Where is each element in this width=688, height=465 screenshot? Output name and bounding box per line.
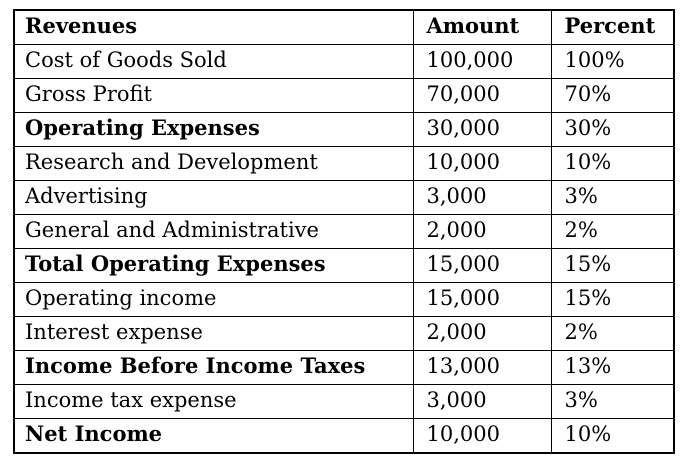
table-row: Cost of Goods Sold 100,000 100%	[13, 44, 675, 79]
row-percent: 30%	[550, 112, 675, 147]
row-percent: 2%	[550, 316, 675, 351]
row-percent: 3%	[550, 180, 675, 215]
row-label: Advertising	[13, 180, 414, 215]
row-label: Interest expense	[13, 316, 414, 351]
table-body: Cost of Goods Sold 100,000 100% Gross Pr…	[13, 44, 675, 454]
table-row: Interest expense 2,000 2%	[13, 316, 675, 351]
row-percent: 10%	[550, 146, 675, 181]
table-row: Gross Profit 70,000 70%	[13, 78, 675, 113]
income-statement-table: Revenues Amount Percent Cost of Goods So…	[13, 9, 675, 454]
row-amount: 10,000	[412, 146, 552, 181]
row-amount: 100,000	[412, 44, 552, 79]
table-row: Research and Development 10,000 10%	[13, 146, 675, 181]
row-percent: 10%	[550, 418, 675, 454]
table-row: Total Operating Expenses 15,000 15%	[13, 248, 675, 283]
header-amount: Amount	[412, 9, 552, 45]
row-percent: 2%	[550, 214, 675, 249]
header-revenues: Revenues	[13, 9, 414, 45]
table-row: General and Administrative 2,000 2%	[13, 214, 675, 249]
row-label: General and Administrative	[13, 214, 414, 249]
row-amount: 2,000	[412, 214, 552, 249]
row-percent: 70%	[550, 78, 675, 113]
row-label: Income Before Income Taxes	[13, 350, 414, 385]
row-label: Cost of Goods Sold	[13, 44, 414, 79]
table-row: Income tax expense 3,000 3%	[13, 384, 675, 419]
row-percent: 15%	[550, 282, 675, 317]
row-percent: 100%	[550, 44, 675, 79]
table-header: Revenues Amount Percent	[13, 9, 675, 45]
table-row: Operating income 15,000 15%	[13, 282, 675, 317]
row-percent: 3%	[550, 384, 675, 419]
row-amount: 3,000	[412, 384, 552, 419]
row-percent: 15%	[550, 248, 675, 283]
table-row: Net Income 10,000 10%	[13, 418, 675, 454]
table-row: Income Before Income Taxes 13,000 13%	[13, 350, 675, 385]
row-percent: 13%	[550, 350, 675, 385]
row-label: Operating income	[13, 282, 414, 317]
row-amount: 2,000	[412, 316, 552, 351]
table-row: Operating Expenses 30,000 30%	[13, 112, 675, 147]
row-amount: 10,000	[412, 418, 552, 454]
row-amount: 15,000	[412, 282, 552, 317]
header-percent: Percent	[550, 9, 675, 45]
row-amount: 15,000	[412, 248, 552, 283]
row-label: Income tax expense	[13, 384, 414, 419]
row-amount: 30,000	[412, 112, 552, 147]
row-amount: 13,000	[412, 350, 552, 385]
row-label: Net Income	[13, 418, 414, 454]
table-row: Advertising 3,000 3%	[13, 180, 675, 215]
header-row: Revenues Amount Percent	[13, 9, 675, 45]
row-label: Operating Expenses	[13, 112, 414, 147]
row-amount: 3,000	[412, 180, 552, 215]
row-label: Research and Development	[13, 146, 414, 181]
row-amount: 70,000	[412, 78, 552, 113]
row-label: Gross Profit	[13, 78, 414, 113]
row-label: Total Operating Expenses	[13, 248, 414, 283]
